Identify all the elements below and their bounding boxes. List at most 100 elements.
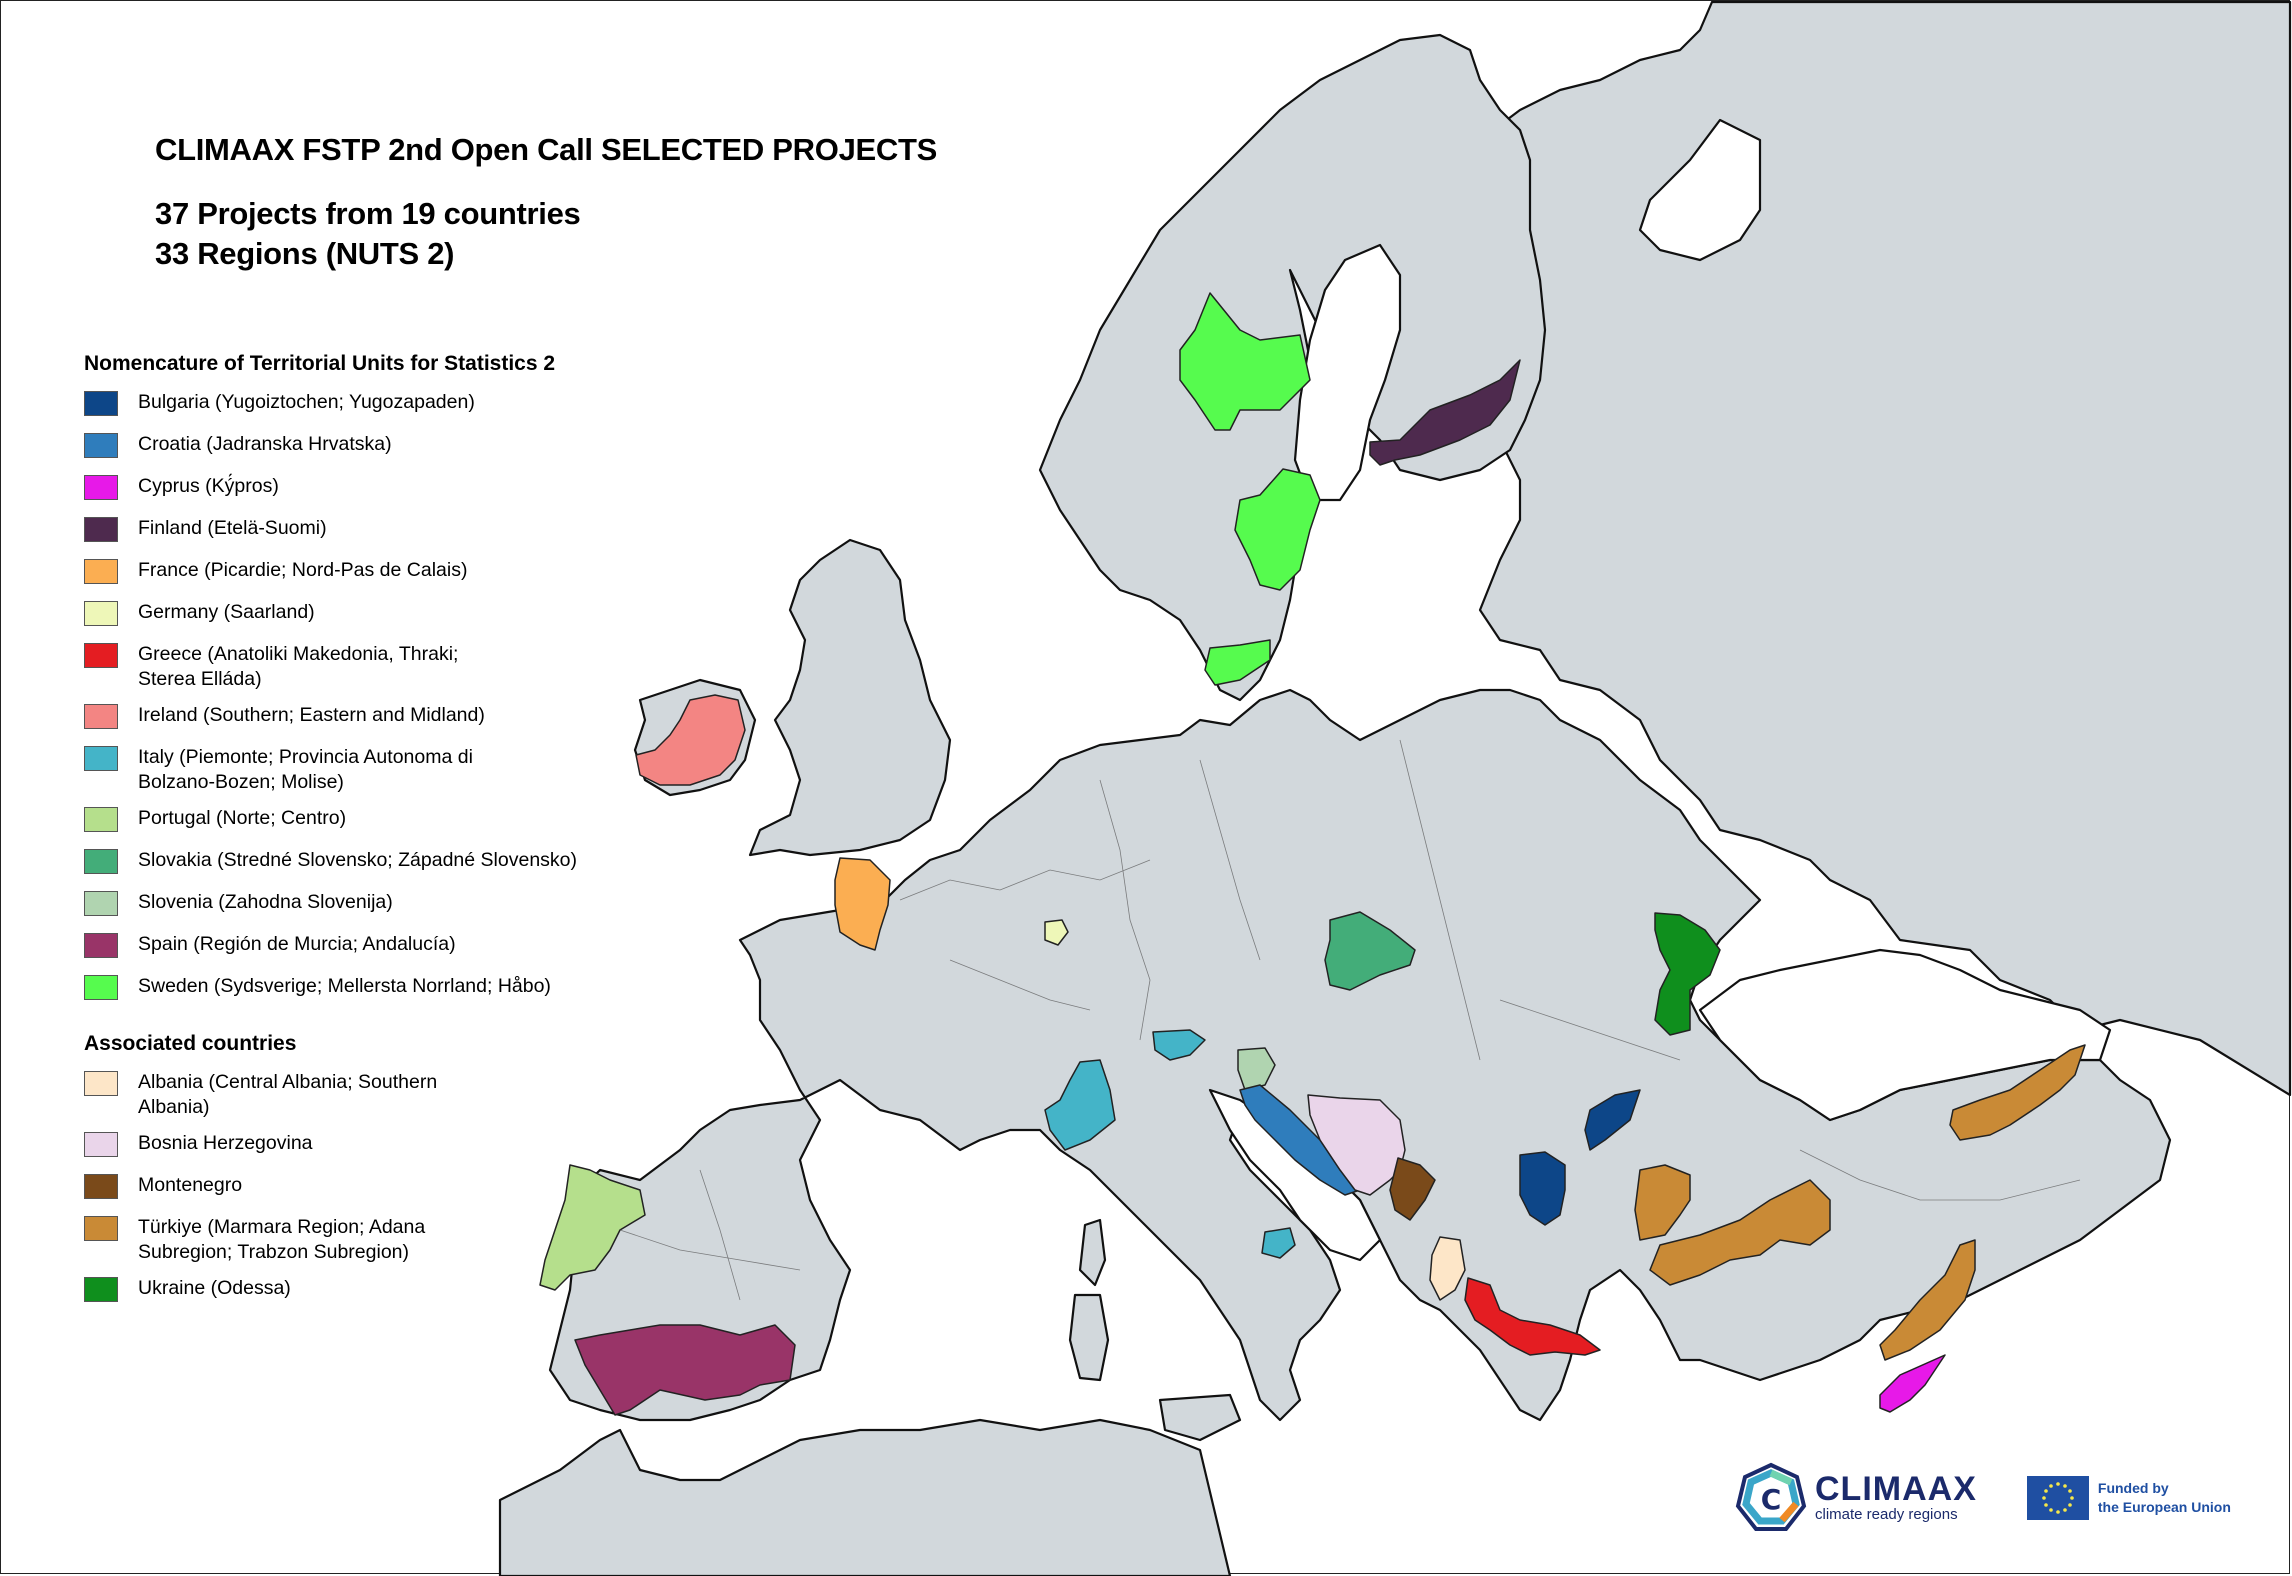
region-italy-molise — [1261, 1227, 1296, 1259]
internal-border — [899, 859, 1151, 901]
region-italy-bolzano — [1152, 1029, 1206, 1061]
color-swatch — [84, 933, 118, 958]
legend-item-cyprus: Cyprus (Ký́pros) — [84, 474, 644, 516]
color-swatch — [84, 975, 118, 1000]
color-swatch — [84, 807, 118, 832]
title-block: CLIMAAX FSTP 2nd Open Call SELECTED PROJ… — [155, 132, 937, 274]
region-spain-andalucia-murcia — [574, 1324, 796, 1416]
legend-label-line1: Greece (Anatoliki Makedonia, Thraki; — [138, 643, 459, 665]
russia-landmass — [1468, 0, 2292, 1097]
north-africa — [498, 1418, 1232, 1576]
legend-label-line1: Türkiye (Marmara Region; Adana — [138, 1216, 426, 1238]
region-croatia-jadranska — [1239, 1084, 1361, 1196]
legend-label-line1: Italy (Piemonte; Provincia Autonoma di — [138, 746, 473, 768]
region-turkiye-marmara-west — [1634, 1164, 1691, 1241]
eu-flag-icon — [2026, 1476, 2089, 1520]
eu-line2: the European Union — [2097, 1499, 2231, 1515]
white-sea — [1638, 118, 1762, 262]
internal-border — [699, 1169, 741, 1301]
color-swatch — [84, 1071, 118, 1096]
legend-item-portugal: Portugal (Norte; Centro) — [84, 806, 644, 848]
legend-label: Ireland (Southern; Eastern and Midland) — [138, 704, 485, 726]
legend-label-line1: Albania (Central Albania; Southern — [138, 1071, 438, 1093]
legend-item-greece: Greece (Anatoliki Makedonia, Thraki; Ste… — [84, 642, 644, 703]
corsica — [1078, 1218, 1107, 1287]
legend-label: Germany (Saarland) — [138, 601, 315, 623]
legend-label: Greece (Anatoliki Makedonia, Thraki; Ste… — [138, 642, 458, 692]
color-swatch — [84, 1216, 118, 1241]
region-sweden-habo — [1234, 468, 1321, 591]
region-cyprus — [1879, 1354, 1946, 1413]
legend-label: Cyprus (Ký́pros) — [138, 475, 279, 497]
legend-label: France (Picardie; Nord-Pas de Calais) — [138, 559, 468, 581]
region-turkiye-marmara-east — [1649, 1179, 1831, 1286]
legend-label: Spain (Región de Murcia; Andalucía) — [138, 933, 456, 955]
region-sweden-mellersta-norrland — [1179, 292, 1311, 431]
climaax-heptagon-icon: C — [1735, 1462, 1807, 1531]
legend-label-line2: Bolzano-Bozen; Molise) — [138, 771, 344, 793]
sicily — [1158, 1393, 1242, 1442]
color-swatch — [84, 475, 118, 500]
climaax-name: CLIMAAX — [1815, 1470, 1977, 1508]
region-portugal-norte-centro — [539, 1164, 646, 1291]
legend-label: Albania (Central Albania; Southern Alban… — [138, 1070, 437, 1120]
legend-item-sweden: Sweden (Sydsverige; Mellersta Norrland; … — [84, 974, 644, 1016]
region-bulgaria-yugozapaden — [1519, 1151, 1566, 1226]
region-ireland-southern-eastern — [635, 694, 746, 786]
climaax-letter: C — [1761, 1483, 1782, 1516]
color-swatch — [84, 746, 118, 771]
color-swatch — [84, 433, 118, 458]
black-sea — [1698, 948, 2112, 1122]
legend-item-turkiye: Türkiye (Marmara Region; Adana Subregion… — [84, 1215, 644, 1276]
region-germany-saarland — [1044, 919, 1069, 946]
climaax-wordmark: CLIMAAX climate ready regions — [1815, 1472, 1977, 1524]
summary-stats: 37 Projects from 19 countries 33 Regions… — [155, 194, 937, 274]
legend-item-france: France (Picardie; Nord-Pas de Calais) — [84, 558, 644, 600]
region-greece-sterea-ellada — [1464, 1277, 1601, 1356]
region-albania — [1429, 1236, 1466, 1301]
region-montenegro — [1389, 1157, 1436, 1221]
internal-border — [1799, 1149, 2081, 1201]
legend-label: Ukraine (Odessa) — [138, 1277, 291, 1299]
region-slovakia — [1324, 911, 1416, 991]
legend-label: Bosnia Herzegovina — [138, 1132, 313, 1154]
legend-label-line2: Albania) — [138, 1096, 210, 1118]
regions-count: 33 Regions (NUTS 2) — [155, 236, 455, 271]
legend-label: Slovenia (Zahodna Slovenija) — [138, 891, 393, 913]
gulf-of-bothnia — [1293, 243, 1402, 502]
sardinia — [1068, 1293, 1110, 1382]
color-swatch — [84, 1277, 118, 1302]
region-bosnia-herzegovina — [1307, 1094, 1406, 1196]
legend-label: Croatia (Jadranska Hrvatska) — [138, 433, 392, 455]
eu-line1: Funded by — [2097, 1480, 2169, 1496]
region-bulgaria-yugoiztochen — [1584, 1089, 1641, 1151]
legend-item-bulgaria: Bulgaria (Yugoiztochen; Yugozapaden) — [84, 390, 644, 432]
internal-border — [1499, 999, 1681, 1061]
great-britain — [748, 538, 952, 857]
legend-item-montenegro: Montenegro — [84, 1173, 644, 1215]
legend-label: Türkiye (Marmara Region; Adana Subregion… — [138, 1215, 425, 1265]
map-legend: Nomencature of Territorial Units for Sta… — [84, 352, 644, 1318]
legend-label: Italy (Piemonte; Provincia Autonoma di B… — [138, 745, 473, 795]
legend-heading-nuts: Nomencature of Territorial Units for Sta… — [84, 352, 556, 375]
legend-item-bosnia: Bosnia Herzegovina — [84, 1131, 644, 1173]
region-sweden-sydsverige — [1204, 639, 1271, 686]
region-turkiye-adana — [1879, 1239, 1976, 1361]
region-ukraine-odessa — [1654, 912, 1721, 1036]
legend-item-slovenia: Slovenia (Zahodna Slovenija) — [84, 890, 644, 932]
legend-item-germany: Germany (Saarland) — [84, 600, 644, 642]
color-swatch — [84, 559, 118, 584]
color-swatch — [84, 1174, 118, 1199]
color-swatch — [84, 391, 118, 416]
eu-funding-badge: Funded by the European Union — [2026, 1476, 2231, 1520]
page-title: CLIMAAX FSTP 2nd Open Call SELECTED PROJ… — [155, 132, 937, 167]
legend-item-albania: Albania (Central Albania; Southern Alban… — [84, 1070, 644, 1131]
legend-label: Portugal (Norte; Centro) — [138, 807, 347, 829]
color-swatch — [84, 517, 118, 542]
legend-item-spain: Spain (Región de Murcia; Andalucía) — [84, 932, 644, 974]
internal-border — [1099, 779, 1151, 1041]
internal-border — [1199, 759, 1261, 961]
legend-label-line2: Subregion; Trabzon Subregion) — [138, 1241, 410, 1263]
legend-label: Sweden (Sydsverige; Mellersta Norrland; … — [138, 975, 551, 997]
